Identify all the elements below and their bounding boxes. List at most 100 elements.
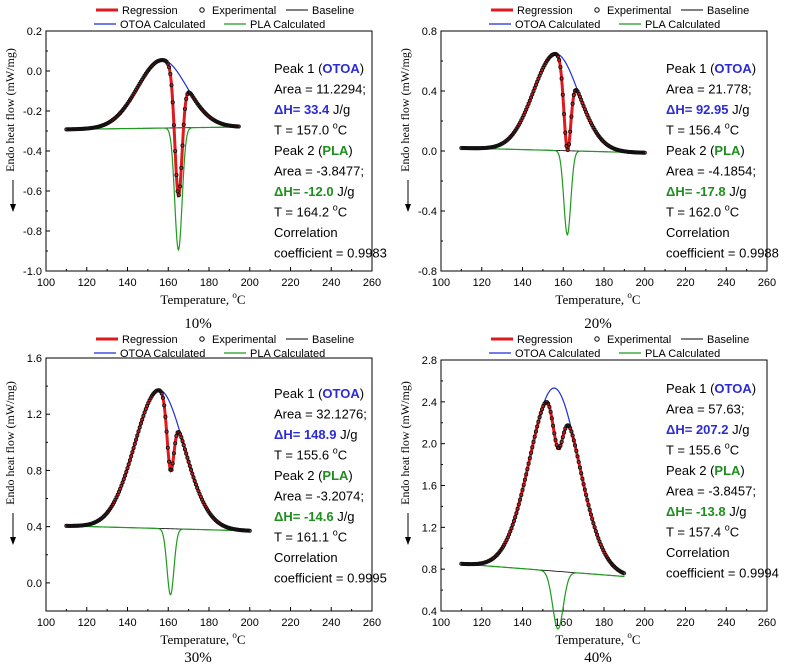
peak1-temperature: T = 157.0 oC	[274, 121, 347, 138]
peak1-enthalpy: ΔH= 207.2 J/g	[666, 422, 749, 437]
peak2-area-part: -3.2074;	[316, 489, 364, 504]
experimental-point	[571, 438, 576, 443]
correlation-label: Correlation	[666, 545, 730, 560]
peak2-title-part: )	[740, 463, 744, 478]
x-tick-label: 260	[758, 277, 776, 289]
experimental-point	[529, 450, 534, 455]
experimental-point	[174, 433, 179, 439]
y-tick-label: -0.2	[23, 106, 42, 118]
experimental-point	[518, 497, 523, 502]
experimental-point	[142, 410, 147, 415]
peak1-temperature-part: C	[338, 448, 347, 463]
experimental-point	[553, 438, 558, 443]
peak1-enthalpy-part: J/g	[728, 102, 749, 117]
x-axis-label-sup: o	[627, 290, 632, 300]
correlation-value-part: 0.9983	[347, 246, 387, 261]
y-tick-label: -0.8	[23, 226, 42, 238]
x-tick-label: 100	[432, 617, 450, 629]
x-tick-label: 160	[159, 277, 177, 289]
x-tick-label: 100	[432, 277, 450, 289]
peak1-temperature-part: 155.6	[297, 448, 333, 463]
experimental-point	[520, 487, 525, 493]
experimental-point	[179, 165, 184, 170]
experimental-point	[130, 450, 135, 455]
peak2-enthalpy-part: -12.0	[304, 184, 334, 199]
x-tick-label: 160	[159, 617, 177, 629]
peak1-area-part: Area =	[666, 402, 708, 417]
experimental-point	[138, 421, 143, 426]
y-tick-label: 0.8	[422, 564, 437, 576]
legend-label-experimental: Experimental	[212, 334, 276, 346]
experimental-point	[167, 459, 172, 464]
peak2-enthalpy-part: ΔH=	[274, 184, 304, 199]
experimental-point	[522, 477, 527, 482]
x-tick-label: 160	[554, 277, 572, 289]
legend-marker-experimental	[594, 336, 600, 342]
x-axis-label: Temperature, oC	[160, 630, 245, 647]
x-axis-label-text: Temperature,	[555, 632, 627, 647]
peak-annotation: Peak 1 (OTOA) Area = 32.1276; ΔH= 148.9 J/…	[274, 386, 387, 586]
peak2-temperature-part: C	[338, 530, 347, 545]
experimental-point	[565, 147, 570, 153]
experimental-point	[530, 445, 535, 450]
series-pla-calculated	[461, 563, 625, 630]
down-arrow-icon	[405, 537, 411, 545]
experimental-point	[136, 429, 141, 434]
experimental-point	[516, 502, 521, 507]
peak2-area-part: -3.8457;	[708, 484, 756, 499]
legend-label-experimental: Experimental	[212, 5, 276, 17]
y-axis-label: Endo heat flow (mW/mg)	[398, 48, 412, 172]
experimental-point	[533, 429, 539, 434]
legend-label-regression: Regression	[517, 5, 573, 17]
experimental-point	[167, 65, 172, 70]
experimental-point	[185, 455, 190, 460]
experimental-point	[526, 461, 531, 466]
experimental-point	[549, 416, 554, 421]
experimental-point	[519, 492, 524, 498]
y-axis-label: Endo heat flow (mW/mg)	[398, 381, 412, 505]
x-tick-label: 100	[37, 277, 55, 289]
experimental-point	[513, 515, 518, 520]
peak1-area: Area = 21.778;	[666, 82, 752, 97]
x-tick-label: 120	[78, 617, 96, 629]
legend-label-pla: PLA Calculated	[250, 19, 325, 31]
experimental-point	[190, 471, 195, 476]
peak1-temperature-part: T =	[274, 448, 297, 463]
panel-caption: 10%	[184, 316, 212, 332]
experimental-point	[189, 467, 194, 472]
correlation-value-part: 0.9994	[739, 566, 779, 581]
peak1-area-part: Area =	[666, 82, 708, 97]
x-axis-label-sup: o	[232, 290, 237, 300]
x-tick-label: 260	[363, 277, 381, 289]
experimental-point	[581, 482, 586, 487]
peak2-area-part: Area =	[274, 164, 316, 179]
series-pla-calculated	[66, 525, 250, 596]
x-tick-label: 220	[676, 617, 694, 629]
experimental-point	[181, 443, 186, 448]
legend-label-pla: PLA Calculated	[250, 348, 325, 360]
experimental-point	[558, 65, 563, 70]
series-experimental	[64, 388, 252, 533]
peak2-enthalpy: ΔH= -17.8 J/g	[666, 184, 747, 199]
y-tick-label: -0.4	[418, 206, 437, 218]
legend-marker-experimental	[594, 7, 600, 13]
peak1-area-part: 21.778;	[708, 82, 751, 97]
peak1-temperature-part: o	[333, 121, 338, 131]
experimental-point	[120, 480, 125, 485]
peak2-enthalpy-part: -13.8	[696, 504, 726, 519]
y-tick-label: -0.6	[23, 186, 42, 198]
experimental-point	[527, 456, 532, 461]
peak2-title-part: PLA	[714, 143, 741, 158]
y-tick-label: 1.2	[422, 522, 437, 534]
peak2-enthalpy-part: -17.8	[696, 184, 726, 199]
experimental-point	[557, 58, 562, 63]
experimental-point	[521, 482, 526, 487]
peak1-title-part: )	[752, 381, 756, 396]
peak1-temperature-part: 156.4	[689, 123, 725, 138]
correlation-value-part: 0.9995	[347, 571, 387, 586]
peak2-temperature: T = 157.4 oC	[666, 523, 739, 540]
experimental-point	[173, 149, 178, 154]
x-axis-label: Temperature, oC	[555, 290, 640, 307]
chart-panel-2: 100 120 140 160 180 200 220 240 260 -0.8 -0.4 0.0 0.…	[398, 5, 779, 332]
